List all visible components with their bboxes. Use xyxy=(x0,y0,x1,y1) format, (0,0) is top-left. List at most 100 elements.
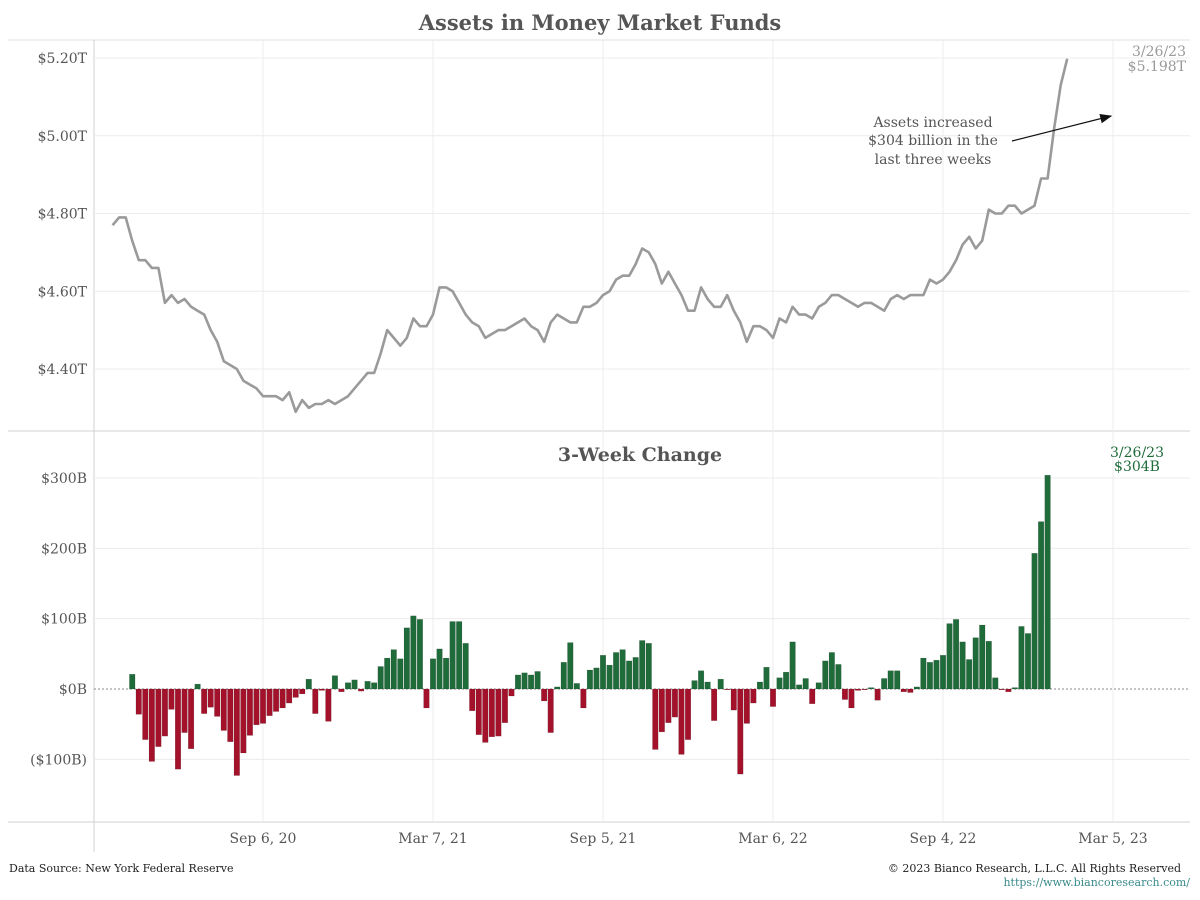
line-y-tick-labels: $4.40T $4.60T $4.80T $5.00T $5.20T xyxy=(38,51,88,378)
negative-bar xyxy=(854,688,862,691)
bar-y-tick-label: $200B xyxy=(41,541,87,557)
positive-bar xyxy=(783,671,790,690)
positive-bar xyxy=(985,640,992,690)
negative-bar xyxy=(841,688,848,700)
positive-bar xyxy=(946,623,953,690)
website-link[interactable]: https://www.biancoresearch.com/ xyxy=(1003,876,1190,889)
negative-bar xyxy=(671,688,678,718)
negative-bar xyxy=(737,688,744,775)
positive-bar xyxy=(639,640,646,690)
positive-bar xyxy=(1044,474,1051,690)
bar-y-tick-label: $300B xyxy=(41,471,87,487)
positive-bar xyxy=(913,686,920,690)
negative-bar xyxy=(907,688,914,693)
negative-bar xyxy=(299,688,306,695)
positive-bar xyxy=(822,660,829,690)
positive-bar xyxy=(514,674,522,690)
positive-bar xyxy=(939,655,947,690)
positive-bar xyxy=(534,671,541,690)
annotation-line-3: last three weeks xyxy=(875,152,992,168)
positive-bar xyxy=(953,619,960,690)
positive-bar xyxy=(371,682,378,690)
negative-bar xyxy=(580,688,587,709)
negative-bar xyxy=(750,688,757,704)
positive-bar xyxy=(992,677,999,690)
negative-bar xyxy=(809,688,816,704)
annotation-line-2: $304 billion in the xyxy=(868,133,998,149)
positive-bar xyxy=(1011,687,1018,690)
negative-bar xyxy=(678,688,685,755)
bar-end-value-label: $304B xyxy=(1114,459,1160,475)
line-y-tick-label: $4.80T xyxy=(38,207,88,223)
negative-bar xyxy=(998,688,1005,691)
negative-bar xyxy=(259,688,267,724)
x-tick-label: Mar 7, 21 xyxy=(398,831,467,847)
negative-bar xyxy=(201,688,208,714)
negative-bar xyxy=(469,688,476,711)
x-tick-labels: Sep 6, 20 Mar 7, 21 Sep 5, 21 Mar 6, 22 Sep … xyxy=(230,831,1148,847)
negative-bar xyxy=(743,688,750,724)
negative-bar xyxy=(665,688,672,723)
positive-bar xyxy=(599,655,607,690)
positive-bar xyxy=(789,641,796,690)
annotation-arrow xyxy=(1011,113,1113,142)
positive-bar xyxy=(606,664,613,690)
line-y-tick-label: $4.40T xyxy=(38,362,88,378)
negative-bar xyxy=(253,688,260,726)
positive-bar xyxy=(894,670,901,690)
positive-bar xyxy=(756,681,763,690)
negative-bar xyxy=(874,688,881,701)
positive-bar xyxy=(979,624,986,690)
positive-bar xyxy=(377,666,384,690)
positive-bar xyxy=(920,657,927,690)
positive-bar xyxy=(776,677,783,690)
bar-chart-grid xyxy=(94,477,1190,760)
positive-bar xyxy=(763,667,770,690)
negative-bar xyxy=(900,688,907,693)
negative-bar xyxy=(488,688,495,738)
positive-bar xyxy=(554,686,561,690)
line-end-date-label: 3/26/23 xyxy=(1132,44,1186,60)
positive-bar xyxy=(972,637,979,690)
positive-bar xyxy=(351,679,358,690)
positive-bar xyxy=(390,649,397,690)
positive-bar xyxy=(429,658,437,690)
positive-bar xyxy=(881,678,888,690)
positive-bar xyxy=(194,683,201,690)
x-tick-label: Sep 5, 21 xyxy=(570,831,637,847)
copyright-note: © 2023 Bianco Research, L.L.C. All Right… xyxy=(887,862,1181,875)
negative-bar xyxy=(246,688,253,736)
positive-bar xyxy=(926,662,933,690)
negative-bar xyxy=(501,688,508,723)
x-tick-label: Sep 6, 20 xyxy=(230,831,297,847)
positive-bar xyxy=(416,619,423,690)
bar-chart-title: 3-Week Change xyxy=(558,444,722,466)
negative-bar xyxy=(423,688,430,709)
negative-bar xyxy=(207,688,214,708)
annotation-line-1: Assets increased xyxy=(872,115,992,131)
negative-bar xyxy=(220,688,227,731)
positive-bar xyxy=(619,649,626,690)
positive-bar xyxy=(1031,553,1038,690)
bar-end-date-label: 3/26/23 xyxy=(1110,445,1164,461)
positive-bar xyxy=(436,648,443,690)
line-y-tick-label: $5.20T xyxy=(38,51,88,67)
bar-y-tick-labels: ($100B) $0B $100B $200B $300B xyxy=(30,471,87,768)
positive-bar xyxy=(632,657,639,690)
bar-y-tick-label: $0B xyxy=(59,682,87,698)
line-chart-grid xyxy=(94,57,1190,370)
positive-bar xyxy=(443,657,450,690)
line-chart-title: Assets in Money Market Funds xyxy=(418,10,782,35)
negative-bar xyxy=(475,688,482,735)
negative-bar xyxy=(482,688,489,743)
negative-bar xyxy=(658,688,665,733)
negative-bar xyxy=(1005,688,1012,693)
negative-bar xyxy=(358,688,365,692)
negative-bar xyxy=(135,688,142,715)
negative-bar xyxy=(161,688,168,737)
positive-bar xyxy=(704,681,711,690)
negative-bar xyxy=(214,688,221,717)
positive-bar xyxy=(717,678,724,690)
positive-bar xyxy=(305,678,312,690)
